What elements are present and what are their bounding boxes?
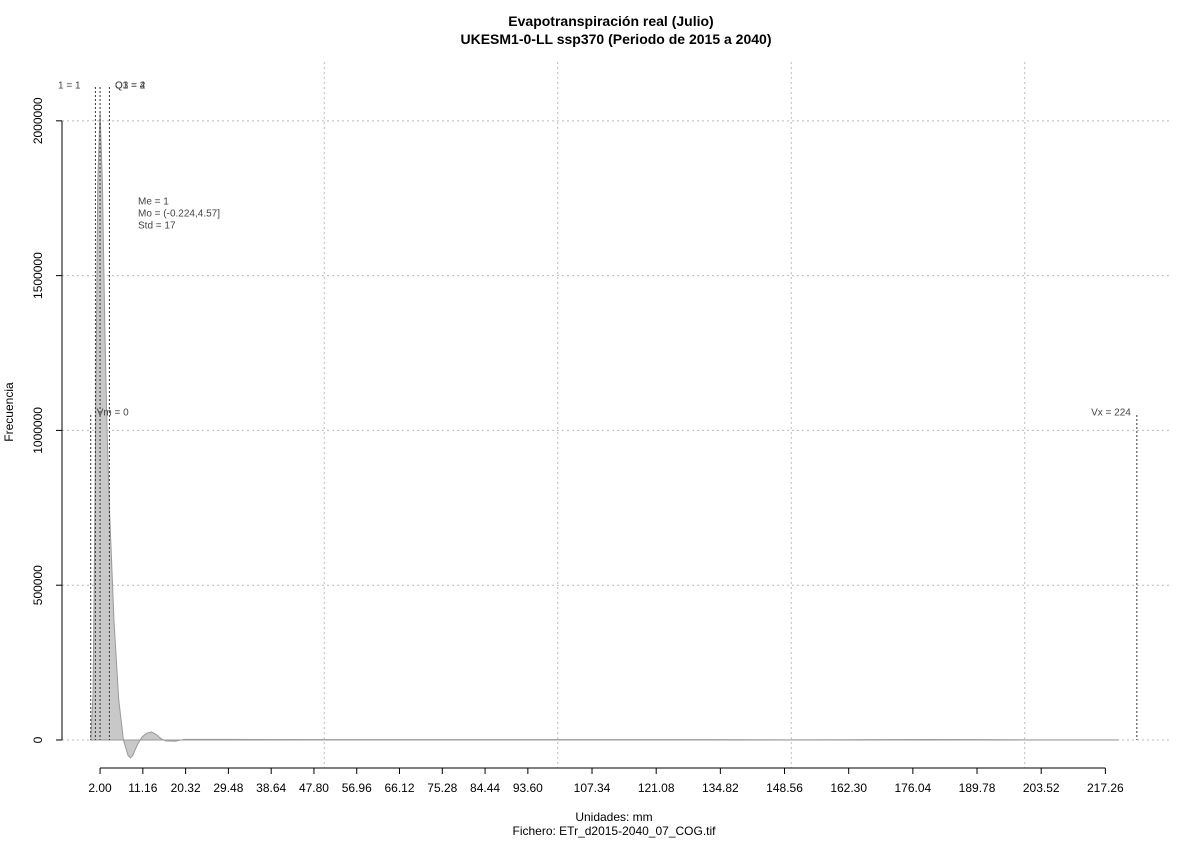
x-tick-label: 162.30 bbox=[830, 781, 867, 795]
x-tick-label: 11.16 bbox=[128, 781, 157, 795]
y-tick-label: 2000000 bbox=[31, 97, 45, 144]
stat-label: Std = 17 bbox=[138, 221, 176, 232]
y-tick-label: 1000000 bbox=[31, 407, 45, 454]
x-axis-label: Unidades: mm bbox=[575, 810, 652, 824]
x-tick-label: 47.80 bbox=[299, 781, 329, 795]
y-axis-label: Frecuencia bbox=[2, 382, 16, 442]
x-tick-label: 121.08 bbox=[638, 781, 675, 795]
marker-label: Vx = 224 bbox=[1091, 408, 1131, 419]
x-tick-label: 203.52 bbox=[1023, 781, 1060, 795]
y-tick-label: 500000 bbox=[31, 565, 45, 605]
y-tick-label: 1500000 bbox=[31, 252, 45, 299]
density-area bbox=[90, 111, 1119, 759]
chart-title: Evapotranspiración real (Julio) bbox=[508, 13, 713, 29]
x-tick-label: 38.64 bbox=[256, 781, 286, 795]
stat-label: Mo = (-0.224,4.57] bbox=[138, 209, 220, 220]
x-tick-label: 148.56 bbox=[766, 781, 803, 795]
marker-label: 1 = 1 bbox=[58, 81, 81, 92]
x-tick-label: 75.28 bbox=[427, 781, 457, 795]
x-tick-label: 134.82 bbox=[702, 781, 739, 795]
marker-label: Vm = 0 bbox=[97, 408, 129, 419]
marker-label: Q3 = 4 bbox=[115, 81, 146, 92]
y-tick-label: 0 bbox=[31, 736, 45, 743]
x-tick-label: 84.44 bbox=[470, 781, 500, 795]
chart-subtitle: UKESM1-0-LL ssp370 (Periodo de 2015 a 20… bbox=[461, 31, 772, 47]
x-tick-label: 217.26 bbox=[1087, 781, 1124, 795]
marker-label: Q1 = 2 bbox=[115, 81, 146, 92]
footer: Fichero: ETr_d2015-2040_07_COG.tif bbox=[513, 824, 717, 838]
x-tick-label: 29.48 bbox=[213, 781, 243, 795]
x-tick-label: 93.60 bbox=[513, 781, 543, 795]
x-tick-label: 56.96 bbox=[342, 781, 372, 795]
x-tick-label: 189.78 bbox=[959, 781, 996, 795]
x-tick-label: 107.34 bbox=[574, 781, 611, 795]
x-tick-label: 20.32 bbox=[171, 781, 201, 795]
x-tick-label: 2.00 bbox=[88, 781, 112, 795]
stat-label: Me = 1 bbox=[138, 197, 169, 208]
x-tick-label: 66.12 bbox=[384, 781, 414, 795]
x-tick-label: 176.04 bbox=[895, 781, 932, 795]
